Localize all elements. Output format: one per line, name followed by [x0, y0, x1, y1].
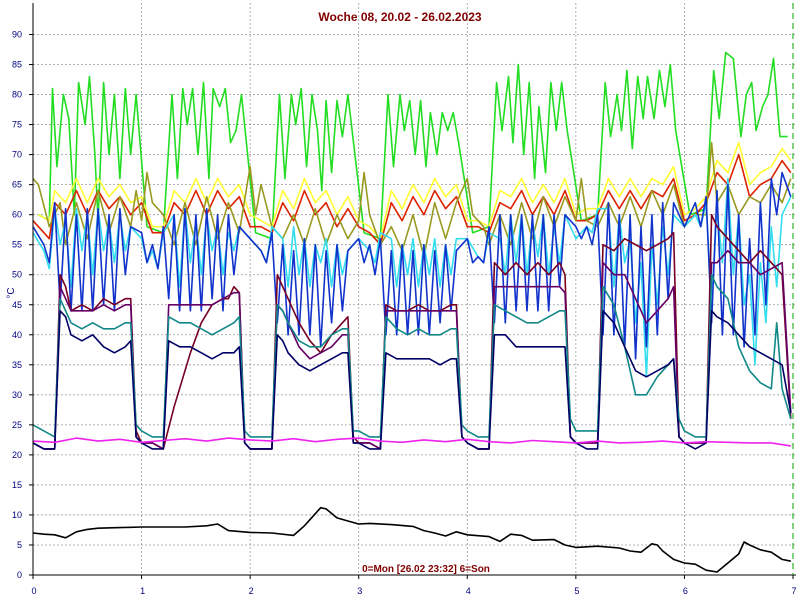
y-tick-label: 85: [12, 60, 22, 70]
x-tick-label: 7: [791, 586, 796, 596]
series-layer: [32, 51, 792, 573]
x-tick-label: 3: [357, 586, 362, 596]
series-line-11: [32, 437, 791, 447]
x-tick-label: 2: [249, 586, 254, 596]
y-tick-label: 25: [12, 420, 22, 430]
y-tick-label: 65: [12, 180, 22, 190]
series-line-3: [32, 153, 792, 246]
x-tick-label: 0: [31, 586, 36, 596]
y-tick-label: 0: [17, 570, 22, 580]
series-line-2: [38, 141, 792, 240]
y-tick-label: 60: [12, 210, 22, 220]
y-tick-label: 40: [12, 330, 22, 340]
x-tick-label: 5: [574, 586, 579, 596]
series-line-10: [32, 309, 792, 450]
x-tick-label: 4: [466, 586, 471, 596]
y-tick-label: 35: [12, 360, 22, 370]
x-tick-label: 6: [683, 586, 688, 596]
y-tick-label: 45: [12, 300, 22, 310]
y-tick-label: 50: [12, 270, 22, 280]
y-tick-label: 70: [12, 150, 22, 160]
series-line-12: [32, 506, 791, 573]
x-axis-label: 0=Mon [26.02 23:32] 6=Son: [362, 564, 490, 575]
chart-title: Woche 08, 20.02 - 26.02.2023: [318, 10, 482, 24]
y-tick-label: 55: [12, 240, 22, 250]
y-tick-label: 75: [12, 120, 22, 130]
y-tick-label: 20: [12, 450, 22, 460]
y-tick-label: 80: [12, 90, 22, 100]
y-tick-label: 30: [12, 390, 22, 400]
series-line-6: [32, 171, 792, 360]
x-tick-label: 1: [140, 586, 145, 596]
y-tick-label: 15: [12, 480, 22, 490]
y-tick-label: 5: [17, 540, 22, 550]
y-tick-label: 90: [12, 30, 22, 40]
series-line-8: [32, 249, 792, 450]
y-tick-label: 10: [12, 510, 22, 520]
y-axis-label: °C: [6, 287, 17, 298]
